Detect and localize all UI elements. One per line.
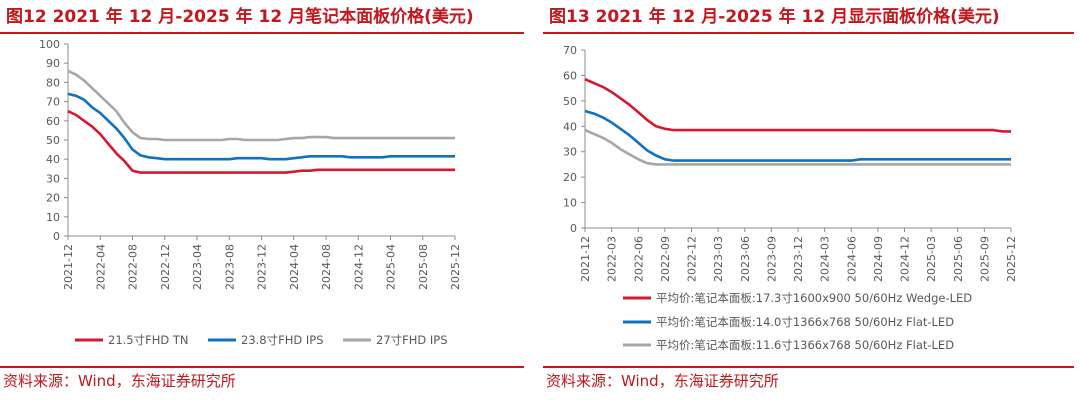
x-tick-label: 2022-09 — [659, 236, 672, 282]
x-tick-label: 2022-12 — [686, 236, 699, 282]
series-line-3 — [67, 69, 455, 142]
y-tick-label: 60 — [563, 69, 577, 82]
x-tick-label: 2022-06 — [632, 236, 645, 282]
x-tick-label: 2023-12 — [792, 236, 805, 282]
figure-13-source: 资料来源：Wind，东海证券研究所 — [546, 372, 779, 390]
x-tick-label: 2024-04 — [288, 244, 301, 290]
series-line-2 — [584, 109, 1011, 162]
y-tick-label: 10 — [563, 197, 577, 210]
y-tick-label: 80 — [46, 76, 60, 89]
x-tick-label: 2022-04 — [94, 244, 107, 290]
legend-label-1: 21.5寸FHD TN — [108, 333, 189, 347]
x-tick-label: 2024-09 — [872, 236, 885, 282]
y-tick-label: 70 — [563, 44, 577, 57]
y-tick-label: 40 — [46, 153, 60, 166]
x-tick-label: 2024-03 — [819, 236, 832, 282]
x-tick-label: 2024-08 — [320, 244, 333, 290]
y-tick-label: 0 — [570, 222, 577, 235]
y-tick-label: 20 — [563, 171, 577, 184]
y-tick-label: 70 — [46, 96, 60, 109]
x-tick-label: 2025-08 — [417, 244, 430, 290]
series-line-1 — [67, 110, 455, 174]
x-tick-label: 2023-08 — [223, 244, 236, 290]
y-tick-label: 40 — [563, 120, 577, 133]
x-tick-label: 2022-12 — [159, 244, 172, 290]
legend-label-3: 27寸FHD IPS — [376, 333, 448, 347]
x-tick-label: 2025-04 — [385, 244, 398, 290]
figure-13-top-rule — [543, 32, 1074, 34]
y-tick-label: 10 — [46, 211, 60, 224]
series-line-1 — [584, 78, 1011, 133]
x-tick-label: 2022-03 — [606, 236, 619, 282]
x-tick-label: 2022-08 — [127, 244, 140, 290]
figure-12-source: 资料来源：Wind，东海证券研究所 — [3, 372, 236, 390]
display-panel-price-chart: 0 10 20 30 40 50 60 70 2021-12 2022-03 2022-06 2022… — [563, 44, 1018, 352]
x-tick-label: 2023-12 — [256, 244, 269, 290]
x-tick-label: 2021-12 — [579, 236, 592, 282]
legend-label-1: 平均价:笔记本面板:17.3寸1600x900 50/60Hz Wedge-LE… — [656, 291, 972, 305]
legend-label-2: 平均价:笔记本面板:14.0寸1366x768 50/60Hz Flat-LED — [656, 315, 954, 329]
x-tick-label: 2023-06 — [739, 236, 752, 282]
y-tick-label: 30 — [563, 146, 577, 159]
legend-label-2: 23.8寸FHD IPS — [241, 333, 324, 347]
series-line-3 — [584, 128, 1011, 166]
series-line-2 — [67, 92, 455, 161]
y-tick-label: 0 — [53, 230, 60, 243]
y-tick-label: 100 — [39, 38, 60, 51]
x-tick-label: 2023-03 — [712, 236, 725, 282]
x-tick-label: 2025-12 — [1005, 236, 1018, 282]
figure-12-top-rule — [0, 32, 524, 34]
y-tick-label: 20 — [46, 192, 60, 205]
legend-label-3: 平均价:笔记本面板:11.6寸1366x768 50/60Hz Flat-LED — [656, 338, 954, 352]
y-tick-label: 60 — [46, 115, 60, 128]
x-tick-label: 2023-09 — [765, 236, 778, 282]
x-tick-label: 2024-12 — [899, 236, 912, 282]
y-tick-label: 50 — [563, 95, 577, 108]
figure-13-title: 图13 2021 年 12 月-2025 年 12 月显示面板价格(美元) — [549, 7, 1000, 27]
x-tick-label: 2024-06 — [845, 236, 858, 282]
x-tick-label: 2025-12 — [449, 244, 462, 290]
y-tick-label: 90 — [46, 57, 60, 70]
y-tick-label: 30 — [46, 172, 60, 185]
x-tick-label: 2025-09 — [978, 236, 991, 282]
figure-13-bottom-rule — [543, 366, 1074, 368]
x-tick-label: 2025-03 — [925, 236, 938, 282]
x-tick-label: 2023-04 — [191, 244, 204, 290]
figure-12-title: 图12 2021 年 12 月-2025 年 12 月笔记本面板价格(美元) — [6, 7, 474, 27]
x-tick-label: 2021-12 — [62, 244, 75, 290]
x-tick-label: 2025-06 — [952, 236, 965, 282]
x-tick-label: 2024-12 — [352, 244, 365, 290]
notebook-panel-price-chart: 0 10 20 30 40 50 60 70 80 90 100 2021-12 2022-04 2022… — [39, 38, 462, 347]
y-tick-label: 50 — [46, 134, 60, 147]
figure-12-bottom-rule — [0, 366, 524, 368]
